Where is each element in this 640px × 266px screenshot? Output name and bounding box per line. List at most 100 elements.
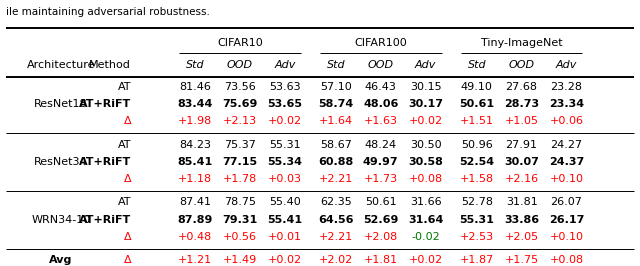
Text: +2.53: +2.53 xyxy=(460,232,494,242)
Text: +1.05: +1.05 xyxy=(504,116,539,126)
Text: OOD: OOD xyxy=(368,60,394,70)
Text: 33.86: 33.86 xyxy=(504,215,539,225)
Text: 49.10: 49.10 xyxy=(461,82,493,92)
Text: 57.10: 57.10 xyxy=(320,82,352,92)
Text: 50.96: 50.96 xyxy=(461,139,493,149)
Text: +1.18: +1.18 xyxy=(178,174,212,184)
Text: 24.37: 24.37 xyxy=(548,157,584,167)
Text: 87.41: 87.41 xyxy=(179,197,211,207)
Text: 85.41: 85.41 xyxy=(177,157,213,167)
Text: 87.89: 87.89 xyxy=(177,215,213,225)
Text: Δ: Δ xyxy=(124,232,131,242)
Text: 77.15: 77.15 xyxy=(223,157,257,167)
Text: Δ: Δ xyxy=(124,174,131,184)
Text: 75.69: 75.69 xyxy=(222,99,258,109)
Text: 49.97: 49.97 xyxy=(363,157,399,167)
Text: 62.35: 62.35 xyxy=(320,197,352,207)
Text: +2.13: +2.13 xyxy=(223,116,257,126)
Text: +1.49: +1.49 xyxy=(223,255,257,265)
Text: 60.88: 60.88 xyxy=(318,157,354,167)
Text: 26.07: 26.07 xyxy=(550,197,582,207)
Text: 81.46: 81.46 xyxy=(179,82,211,92)
Text: +1.73: +1.73 xyxy=(364,174,398,184)
Text: Tiny-ImageNet: Tiny-ImageNet xyxy=(481,38,563,48)
Text: +0.56: +0.56 xyxy=(223,232,257,242)
Text: WRN34-10: WRN34-10 xyxy=(31,215,90,225)
Text: 28.73: 28.73 xyxy=(504,99,539,109)
Text: OOD: OOD xyxy=(509,60,534,70)
Text: CIFAR10: CIFAR10 xyxy=(217,38,263,48)
Text: 23.34: 23.34 xyxy=(549,99,584,109)
Text: +1.51: +1.51 xyxy=(460,116,494,126)
Text: +0.02: +0.02 xyxy=(268,116,302,126)
Text: 46.43: 46.43 xyxy=(365,82,397,92)
Text: 53.63: 53.63 xyxy=(269,82,301,92)
Text: +1.87: +1.87 xyxy=(460,255,494,265)
Text: 48.24: 48.24 xyxy=(365,139,397,149)
Text: +2.05: +2.05 xyxy=(504,232,539,242)
Text: ResNet34: ResNet34 xyxy=(34,157,88,167)
Text: +0.02: +0.02 xyxy=(408,116,443,126)
Text: ile maintaining adversarial robustness.: ile maintaining adversarial robustness. xyxy=(6,7,211,17)
Text: 52.69: 52.69 xyxy=(363,215,399,225)
Text: +0.10: +0.10 xyxy=(549,174,584,184)
Text: 23.28: 23.28 xyxy=(550,82,582,92)
Text: +1.81: +1.81 xyxy=(364,255,398,265)
Text: 58.67: 58.67 xyxy=(320,139,352,149)
Text: 75.37: 75.37 xyxy=(224,139,256,149)
Text: +1.78: +1.78 xyxy=(223,174,257,184)
Text: +0.08: +0.08 xyxy=(408,174,443,184)
Text: 53.65: 53.65 xyxy=(268,99,302,109)
Text: +1.98: +1.98 xyxy=(178,116,212,126)
Text: 30.07: 30.07 xyxy=(504,157,539,167)
Text: AT: AT xyxy=(118,139,131,149)
Text: +1.58: +1.58 xyxy=(460,174,494,184)
Text: 27.91: 27.91 xyxy=(506,139,538,149)
Text: ResNet18: ResNet18 xyxy=(34,99,88,109)
Text: Method: Method xyxy=(90,60,131,70)
Text: +0.01: +0.01 xyxy=(268,232,302,242)
Text: AT: AT xyxy=(118,197,131,207)
Text: 30.58: 30.58 xyxy=(408,157,443,167)
Text: 55.41: 55.41 xyxy=(268,215,302,225)
Text: +0.03: +0.03 xyxy=(268,174,302,184)
Text: Avg: Avg xyxy=(49,255,72,265)
Text: AT+RiFT: AT+RiFT xyxy=(79,157,131,167)
Text: Std: Std xyxy=(467,60,486,70)
Text: 55.34: 55.34 xyxy=(268,157,302,167)
Text: 55.31: 55.31 xyxy=(269,139,301,149)
Text: 31.81: 31.81 xyxy=(506,197,538,207)
Text: Std: Std xyxy=(326,60,346,70)
Text: +2.21: +2.21 xyxy=(319,174,353,184)
Text: Adv: Adv xyxy=(556,60,577,70)
Text: +1.63: +1.63 xyxy=(364,116,398,126)
Text: +0.08: +0.08 xyxy=(549,255,584,265)
Text: 24.27: 24.27 xyxy=(550,139,582,149)
Text: -0.02: -0.02 xyxy=(412,232,440,242)
Text: Std: Std xyxy=(186,60,205,70)
Text: Architecture: Architecture xyxy=(26,60,95,70)
Text: 48.06: 48.06 xyxy=(363,99,399,109)
Text: 31.66: 31.66 xyxy=(410,197,442,207)
Text: 52.54: 52.54 xyxy=(460,157,494,167)
Text: AT+RiFT: AT+RiFT xyxy=(79,99,131,109)
Text: 30.17: 30.17 xyxy=(408,99,443,109)
Text: 50.61: 50.61 xyxy=(460,99,494,109)
Text: Δ: Δ xyxy=(124,255,131,265)
Text: CIFAR100: CIFAR100 xyxy=(355,38,407,48)
Text: OOD: OOD xyxy=(227,60,253,70)
Text: 27.68: 27.68 xyxy=(506,82,538,92)
Text: 55.31: 55.31 xyxy=(460,215,494,225)
Text: +2.02: +2.02 xyxy=(319,255,353,265)
Text: 64.56: 64.56 xyxy=(318,215,354,225)
Text: 79.31: 79.31 xyxy=(222,215,258,225)
Text: Δ: Δ xyxy=(124,116,131,126)
Text: 52.78: 52.78 xyxy=(461,197,493,207)
Text: 83.44: 83.44 xyxy=(177,99,213,109)
Text: 84.23: 84.23 xyxy=(179,139,211,149)
Text: +0.48: +0.48 xyxy=(178,232,212,242)
Text: +0.06: +0.06 xyxy=(549,116,584,126)
Text: +1.64: +1.64 xyxy=(319,116,353,126)
Text: 30.50: 30.50 xyxy=(410,139,442,149)
Text: 55.40: 55.40 xyxy=(269,197,301,207)
